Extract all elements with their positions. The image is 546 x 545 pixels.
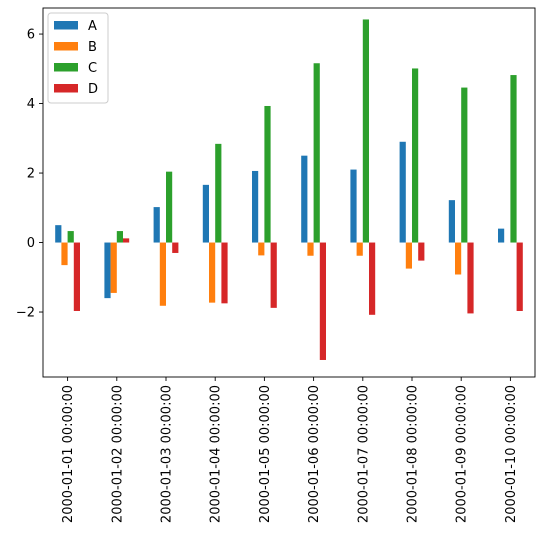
bar-c-5 (264, 105, 271, 243)
bar-c-10 (510, 75, 517, 243)
bar-c-9 (461, 87, 468, 243)
bars-group (55, 19, 523, 360)
bar-d-4 (221, 242, 228, 304)
bar-c-1 (67, 231, 74, 243)
bar-d-2 (123, 238, 130, 243)
bar-c-6 (313, 63, 320, 243)
x-tick-label: 2000-01-02 00:00:00 (110, 385, 125, 523)
bar-d-8 (418, 242, 425, 261)
bar-b-5 (258, 242, 265, 256)
x-tick-label: 2000-01-01 00:00:00 (61, 385, 76, 523)
bar-c-4 (215, 143, 222, 243)
bar-d-5 (270, 242, 277, 308)
bar-a-7 (350, 169, 357, 243)
bar-c-3 (166, 171, 173, 243)
bar-b-3 (159, 242, 166, 306)
bar-d-6 (319, 242, 326, 360)
bar-c-8 (412, 68, 419, 243)
plot-frame (42, 7, 536, 378)
bar-b-4 (209, 242, 216, 303)
legend-label-d: D (88, 82, 98, 97)
y-tick-label: −2 (16, 306, 35, 321)
bar-a-9 (448, 200, 455, 243)
bar-d-9 (467, 242, 474, 314)
x-tick-label: 2000-01-09 00:00:00 (455, 385, 470, 523)
bar-b-7 (356, 242, 363, 256)
y-tick-label: 0 (27, 236, 35, 251)
bar-d-3 (172, 242, 179, 253)
bar-a-2 (104, 242, 111, 299)
bar-a-4 (202, 184, 209, 243)
axes-group: −2 0 2 4 6 2000-01-01 00:00:00 2000-01-02 00:0… (16, 7, 536, 523)
x-tick-label: 2000-01-03 00:00:00 (160, 385, 175, 523)
x-tick-label: 2000-01-07 00:00:00 (356, 385, 371, 523)
legend-swatch-d (54, 84, 78, 93)
bar-a-6 (301, 155, 308, 243)
bar-a-8 (399, 141, 406, 243)
legend-swatch-c (54, 63, 78, 72)
bar-a-3 (153, 207, 160, 243)
bar-a-1 (55, 225, 62, 243)
bar-b-8 (405, 242, 412, 269)
y-tick-label: 4 (27, 97, 35, 112)
bar-b-6 (307, 242, 314, 256)
bar-a-5 (252, 170, 259, 243)
bar-c-7 (362, 19, 369, 243)
y-tick-label: 2 (27, 167, 35, 182)
bar-d-10 (516, 242, 523, 311)
bar-c-2 (116, 231, 123, 243)
legend-label-b: B (88, 40, 97, 55)
x-tick-label: 2000-01-04 00:00:00 (209, 385, 224, 523)
x-tick-label: 2000-01-10 00:00:00 (504, 385, 519, 523)
legend-box (47, 12, 109, 104)
x-tick-label: 2000-01-06 00:00:00 (307, 385, 322, 523)
bar-a-10 (498, 228, 505, 243)
bar-b-9 (455, 242, 462, 275)
bar-b-2 (110, 242, 117, 293)
legend-swatch-a (54, 21, 78, 30)
legend-label-c: C (88, 61, 97, 76)
legend-label-a: A (88, 19, 97, 34)
x-tick-label: 2000-01-08 00:00:00 (406, 385, 421, 523)
bar-d-1 (73, 242, 80, 311)
bar-b-1 (61, 242, 68, 266)
bar-d-7 (369, 242, 376, 315)
legend-swatch-b (54, 42, 78, 51)
y-tick-label: 6 (27, 28, 35, 43)
x-tick-label: 2000-01-05 00:00:00 (258, 385, 273, 523)
